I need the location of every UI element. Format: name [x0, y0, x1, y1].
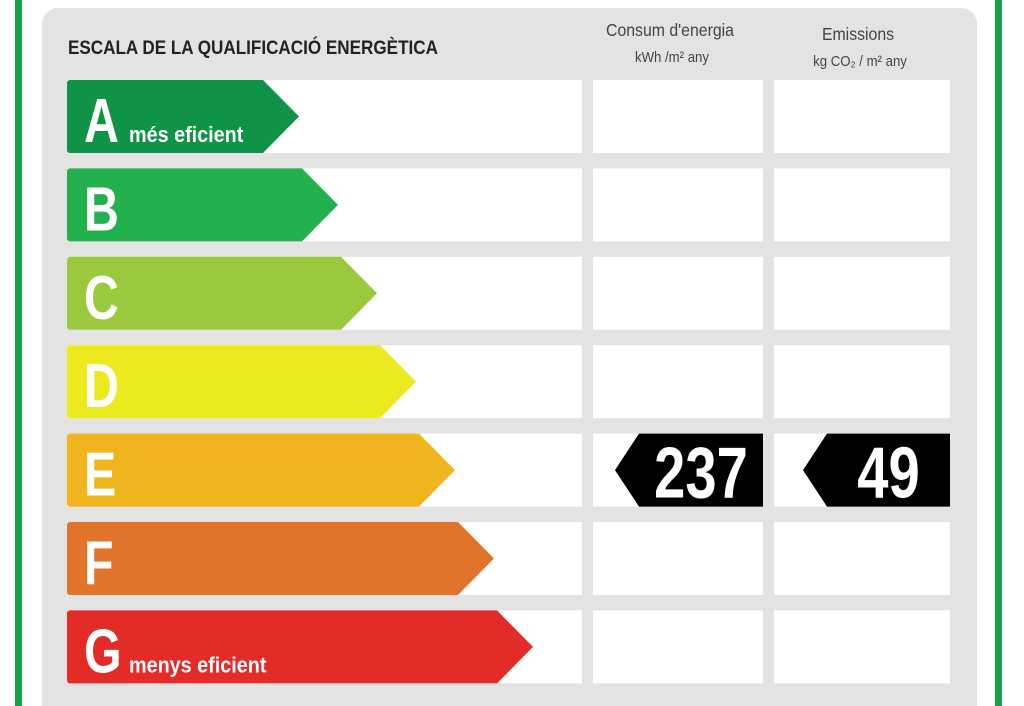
- cell: [593, 610, 763, 684]
- frame-right: [995, 0, 1002, 706]
- title: ESCALA DE LA QUALIFICACIÓ ENERGÈTICA: [68, 36, 438, 58]
- rating-pointer: [615, 433, 763, 507]
- class-letter: G: [84, 617, 122, 686]
- class-note: menys eficient: [129, 653, 266, 677]
- column-unit: kg CO₂ / m² any: [813, 52, 908, 69]
- column-label: Emissions: [822, 24, 894, 44]
- rating-value: 49: [857, 433, 919, 513]
- cell: [593, 522, 763, 595]
- cell: [774, 80, 950, 153]
- class-letter: E: [84, 440, 116, 509]
- column-unit: kWh /m² any: [635, 48, 710, 65]
- column-label: Consum d'energia: [606, 20, 734, 40]
- cell: [774, 345, 950, 419]
- class-arrow: [67, 345, 416, 419]
- class-arrow: [67, 610, 533, 684]
- cell: [593, 256, 763, 330]
- cell: [593, 345, 763, 419]
- cell: [774, 522, 950, 595]
- rating-value: 237: [654, 433, 748, 513]
- class-letter: B: [84, 175, 119, 244]
- class-arrow: [67, 168, 338, 242]
- frame-left: [15, 0, 22, 706]
- cell: [593, 80, 763, 153]
- cell: [774, 256, 950, 330]
- cell: [593, 168, 763, 242]
- rating-pointer: [803, 433, 950, 507]
- class-arrow: [67, 256, 377, 330]
- class-letter: C: [84, 263, 119, 332]
- class-arrow: [67, 522, 494, 595]
- class-letter: A: [84, 86, 119, 155]
- class-letter: D: [84, 351, 119, 420]
- cell: [774, 610, 950, 684]
- class-note: més eficient: [129, 123, 243, 147]
- class-arrow: [67, 80, 299, 153]
- cell: [774, 168, 950, 242]
- class-letter: F: [84, 528, 114, 597]
- class-arrow: [67, 433, 455, 507]
